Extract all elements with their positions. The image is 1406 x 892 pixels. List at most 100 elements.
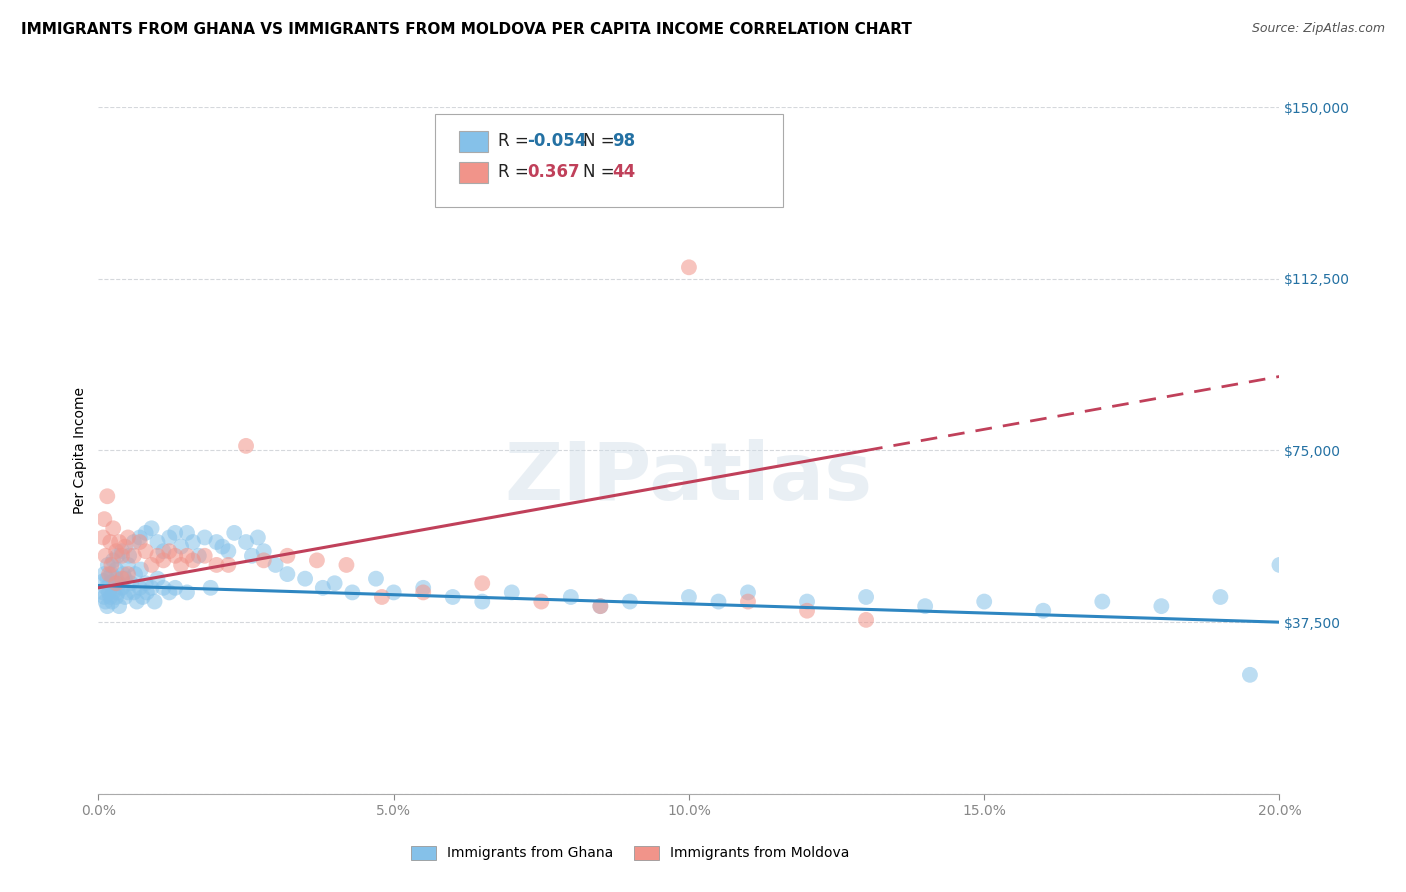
Point [103, 576, 125, 591]
Point [246, 531, 269, 545]
Point [146, 535, 169, 549]
Point [94, 594, 117, 608]
Point [165, 525, 187, 540]
Point [96, 599, 118, 614]
FancyBboxPatch shape [458, 131, 488, 152]
Point [105, 544, 128, 558]
Point [135, 525, 157, 540]
Point [211, 540, 233, 554]
Point [129, 562, 152, 576]
Point [205, 558, 228, 572]
Point [146, 572, 169, 586]
Point [973, 594, 995, 608]
Point [276, 567, 298, 582]
Point [678, 260, 700, 275]
Text: 44: 44 [612, 162, 636, 180]
Point [128, 581, 150, 595]
Point [111, 549, 134, 563]
Point [205, 535, 228, 549]
Point [112, 567, 135, 582]
Text: R =: R = [498, 132, 534, 151]
Point [143, 594, 166, 608]
Point [141, 558, 163, 572]
Point [105, 576, 128, 591]
Point [117, 567, 139, 582]
Point [235, 439, 257, 453]
Point [108, 599, 131, 614]
Text: Source: ZipAtlas.com: Source: ZipAtlas.com [1251, 22, 1385, 36]
Point [181, 535, 204, 549]
Point [105, 590, 128, 604]
Text: -0.054: -0.054 [527, 132, 586, 151]
Point [342, 585, 364, 599]
Point [194, 531, 217, 545]
Point [117, 558, 139, 572]
Point [335, 558, 357, 572]
Text: 98: 98 [612, 132, 636, 151]
Point [98, 585, 121, 599]
Point [1268, 558, 1291, 572]
Point [235, 535, 257, 549]
Point [124, 567, 146, 582]
Point [157, 585, 180, 599]
Point [114, 540, 136, 554]
Point [796, 594, 818, 608]
Point [120, 576, 142, 591]
Point [176, 585, 198, 599]
Point [100, 558, 122, 572]
Point [165, 549, 187, 563]
Point [253, 544, 276, 558]
Point [217, 544, 239, 558]
Text: N =: N = [582, 132, 620, 151]
Point [111, 572, 134, 586]
Point [165, 581, 187, 595]
Point [501, 585, 523, 599]
Point [96, 572, 118, 586]
Point [103, 585, 125, 599]
Point [94, 581, 117, 595]
Point [1239, 668, 1261, 682]
Point [132, 590, 155, 604]
Point [1150, 599, 1173, 614]
Point [94, 549, 117, 563]
Point [914, 599, 936, 614]
Point [589, 599, 612, 614]
Text: 0.367: 0.367 [527, 162, 579, 180]
Point [98, 567, 121, 582]
Text: R =: R = [498, 162, 538, 180]
Point [441, 590, 464, 604]
Point [1209, 590, 1232, 604]
Point [135, 585, 157, 599]
Point [796, 604, 818, 618]
Point [98, 535, 121, 549]
Point [97, 558, 120, 572]
Point [364, 572, 387, 586]
Point [264, 558, 287, 572]
Point [117, 585, 139, 599]
Point [93, 590, 115, 604]
Point [105, 562, 128, 576]
Point [253, 553, 276, 567]
Point [141, 521, 163, 535]
Point [108, 576, 131, 591]
Point [122, 585, 145, 599]
Text: N =: N = [582, 162, 620, 180]
Point [471, 576, 494, 591]
Point [152, 581, 174, 595]
Legend: Immigrants from Ghana, Immigrants from Moldova: Immigrants from Ghana, Immigrants from M… [405, 840, 855, 866]
Point [200, 581, 222, 595]
Point [560, 590, 582, 604]
Point [91, 585, 114, 599]
Point [114, 572, 136, 586]
Point [122, 535, 145, 549]
Point [157, 544, 180, 558]
Point [294, 572, 316, 586]
Point [382, 585, 405, 599]
Point [619, 594, 641, 608]
Point [114, 590, 136, 604]
Point [471, 594, 494, 608]
Point [1032, 604, 1054, 618]
Point [176, 549, 198, 563]
Point [187, 549, 209, 563]
Point [108, 535, 131, 549]
